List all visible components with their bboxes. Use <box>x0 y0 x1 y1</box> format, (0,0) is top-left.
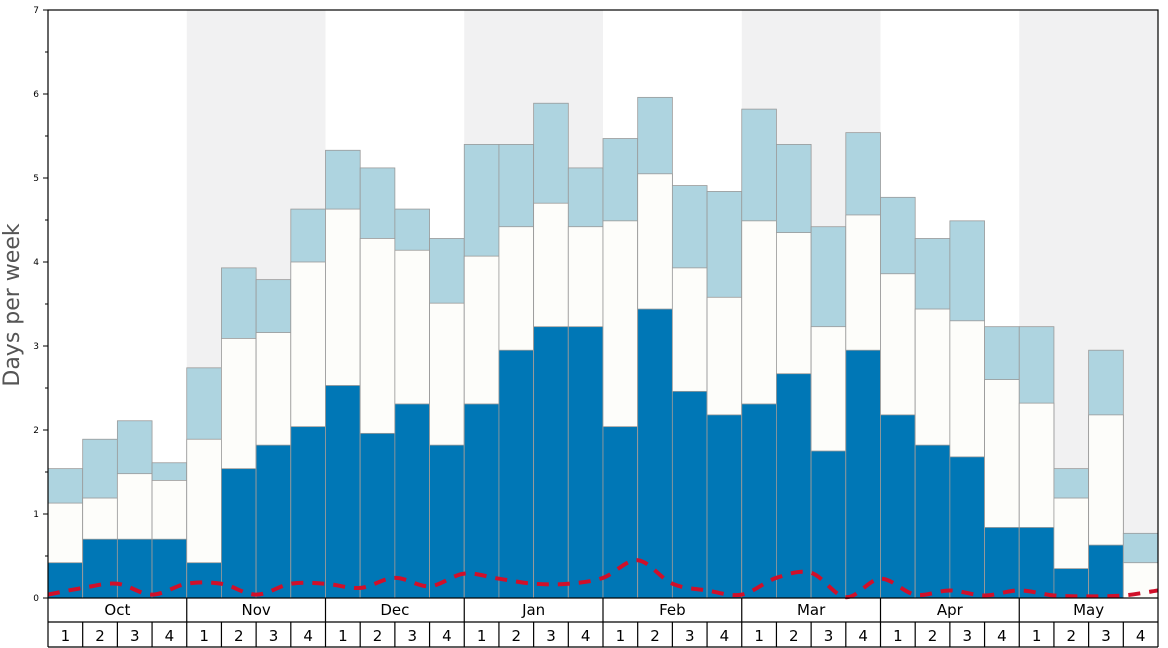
week-label: 1 <box>338 627 348 645</box>
month-label-jan: Jan <box>521 601 545 619</box>
ytick-label: 4 <box>33 258 39 268</box>
week-label: 1 <box>1032 627 1042 645</box>
bar-dark <box>1018 527 1055 599</box>
month-label-oct: Oct <box>104 601 130 619</box>
bar-dark <box>533 326 569 599</box>
week-label: 1 <box>616 627 626 645</box>
bar-dark <box>498 349 535 599</box>
week-label: 2 <box>650 627 660 645</box>
week-label: 4 <box>442 627 452 645</box>
bar-dark <box>637 308 673 599</box>
month-label-feb: Feb <box>659 601 686 619</box>
week-label: 2 <box>1067 627 1077 645</box>
week-label: 3 <box>130 627 140 645</box>
week-label: 1 <box>61 627 71 645</box>
month-label-mar: Mar <box>797 601 826 619</box>
week-label: 3 <box>685 627 695 645</box>
bar-dark <box>776 373 812 599</box>
week-label: 4 <box>581 627 591 645</box>
week-label: 3 <box>546 627 556 645</box>
ytick-label: 5 <box>33 174 39 184</box>
y-axis: 0 1 2 3 4 5 6 7 <box>33 6 48 604</box>
month-label-may: May <box>1073 601 1104 619</box>
month-label-dec: Dec <box>380 601 409 619</box>
ytick-label: 2 <box>33 426 39 436</box>
week-label: 3 <box>407 627 417 645</box>
ytick-label: 7 <box>33 6 39 16</box>
bar-dark <box>671 390 708 599</box>
bar-dark <box>394 403 430 599</box>
week-label: 2 <box>512 627 522 645</box>
bar-dark <box>949 456 985 599</box>
bar-dark <box>602 426 639 599</box>
bar-dark <box>984 527 1020 599</box>
bar-dark <box>914 444 951 599</box>
month-label-apr: Apr <box>937 601 964 619</box>
bar-dark <box>290 426 326 599</box>
week-label: 4 <box>303 627 313 645</box>
ytick-label: 3 <box>33 342 39 352</box>
bar-dark <box>221 468 257 599</box>
bar-dark <box>567 326 604 599</box>
bar-dark <box>151 538 188 599</box>
week-label: 2 <box>95 627 105 645</box>
bar-dark <box>706 414 743 599</box>
week-label: 4 <box>1136 627 1146 645</box>
month-label-nov: Nov <box>241 601 270 619</box>
week-label: 3 <box>824 627 834 645</box>
trend-line-path <box>47 558 1159 600</box>
week-label: 3 <box>962 627 972 645</box>
week-label: 4 <box>997 627 1007 645</box>
week-label: 2 <box>373 627 383 645</box>
ytick-label: 1 <box>33 510 39 520</box>
y-axis-label: Days per week <box>0 223 25 386</box>
x-axis: Oct Nov Dec Jan Feb Mar Apr May 1 2 3 4 1 2 3 4 1 2 3 4 1 2 3 4… <box>47 598 1159 648</box>
bar-dark <box>741 403 777 599</box>
bar-dark <box>255 444 292 599</box>
bar-dark <box>463 403 500 599</box>
week-label: 3 <box>1101 627 1111 645</box>
week-label: 2 <box>928 627 938 645</box>
week-label: 1 <box>893 627 903 645</box>
bar-dark <box>186 562 222 599</box>
week-label: 4 <box>720 627 730 645</box>
week-label: 3 <box>269 627 279 645</box>
ytick-label: 6 <box>33 90 39 100</box>
bar-dark <box>845 349 881 599</box>
bars <box>47 96 1159 599</box>
bar-dark <box>1053 568 1090 599</box>
trend-line <box>47 558 1159 600</box>
week-label: 1 <box>199 627 209 645</box>
bar-dark <box>82 538 118 599</box>
ytick-label: 0 <box>33 594 39 604</box>
week-label: 2 <box>789 627 799 645</box>
bar-dark <box>325 385 361 599</box>
week-label: 1 <box>754 627 764 645</box>
bar-dark <box>429 444 465 599</box>
bar-dark <box>359 432 396 599</box>
week-label: 4 <box>165 627 175 645</box>
bar-dark <box>1088 544 1124 599</box>
week-label: 2 <box>234 627 244 645</box>
bar-dark <box>880 414 916 599</box>
week-label: 1 <box>477 627 487 645</box>
week-label: 4 <box>858 627 868 645</box>
